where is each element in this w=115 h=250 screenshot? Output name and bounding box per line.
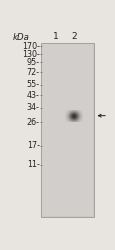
Text: 43-: 43- bbox=[27, 91, 39, 100]
Text: 1: 1 bbox=[52, 32, 58, 42]
Text: kDa: kDa bbox=[12, 33, 29, 42]
Text: 11-: 11- bbox=[27, 160, 39, 169]
Text: 130-: 130- bbox=[22, 50, 39, 58]
Text: 26-: 26- bbox=[26, 118, 39, 127]
Text: 2: 2 bbox=[71, 32, 76, 42]
Text: 95-: 95- bbox=[26, 58, 39, 67]
Text: 72-: 72- bbox=[26, 68, 39, 77]
Bar bbox=[42, 44, 92, 216]
Text: 55-: 55- bbox=[26, 80, 39, 89]
Text: 17-: 17- bbox=[26, 141, 39, 150]
Text: 34-: 34- bbox=[27, 104, 39, 112]
Text: 170-: 170- bbox=[22, 42, 39, 51]
Bar bbox=[41, 43, 93, 217]
